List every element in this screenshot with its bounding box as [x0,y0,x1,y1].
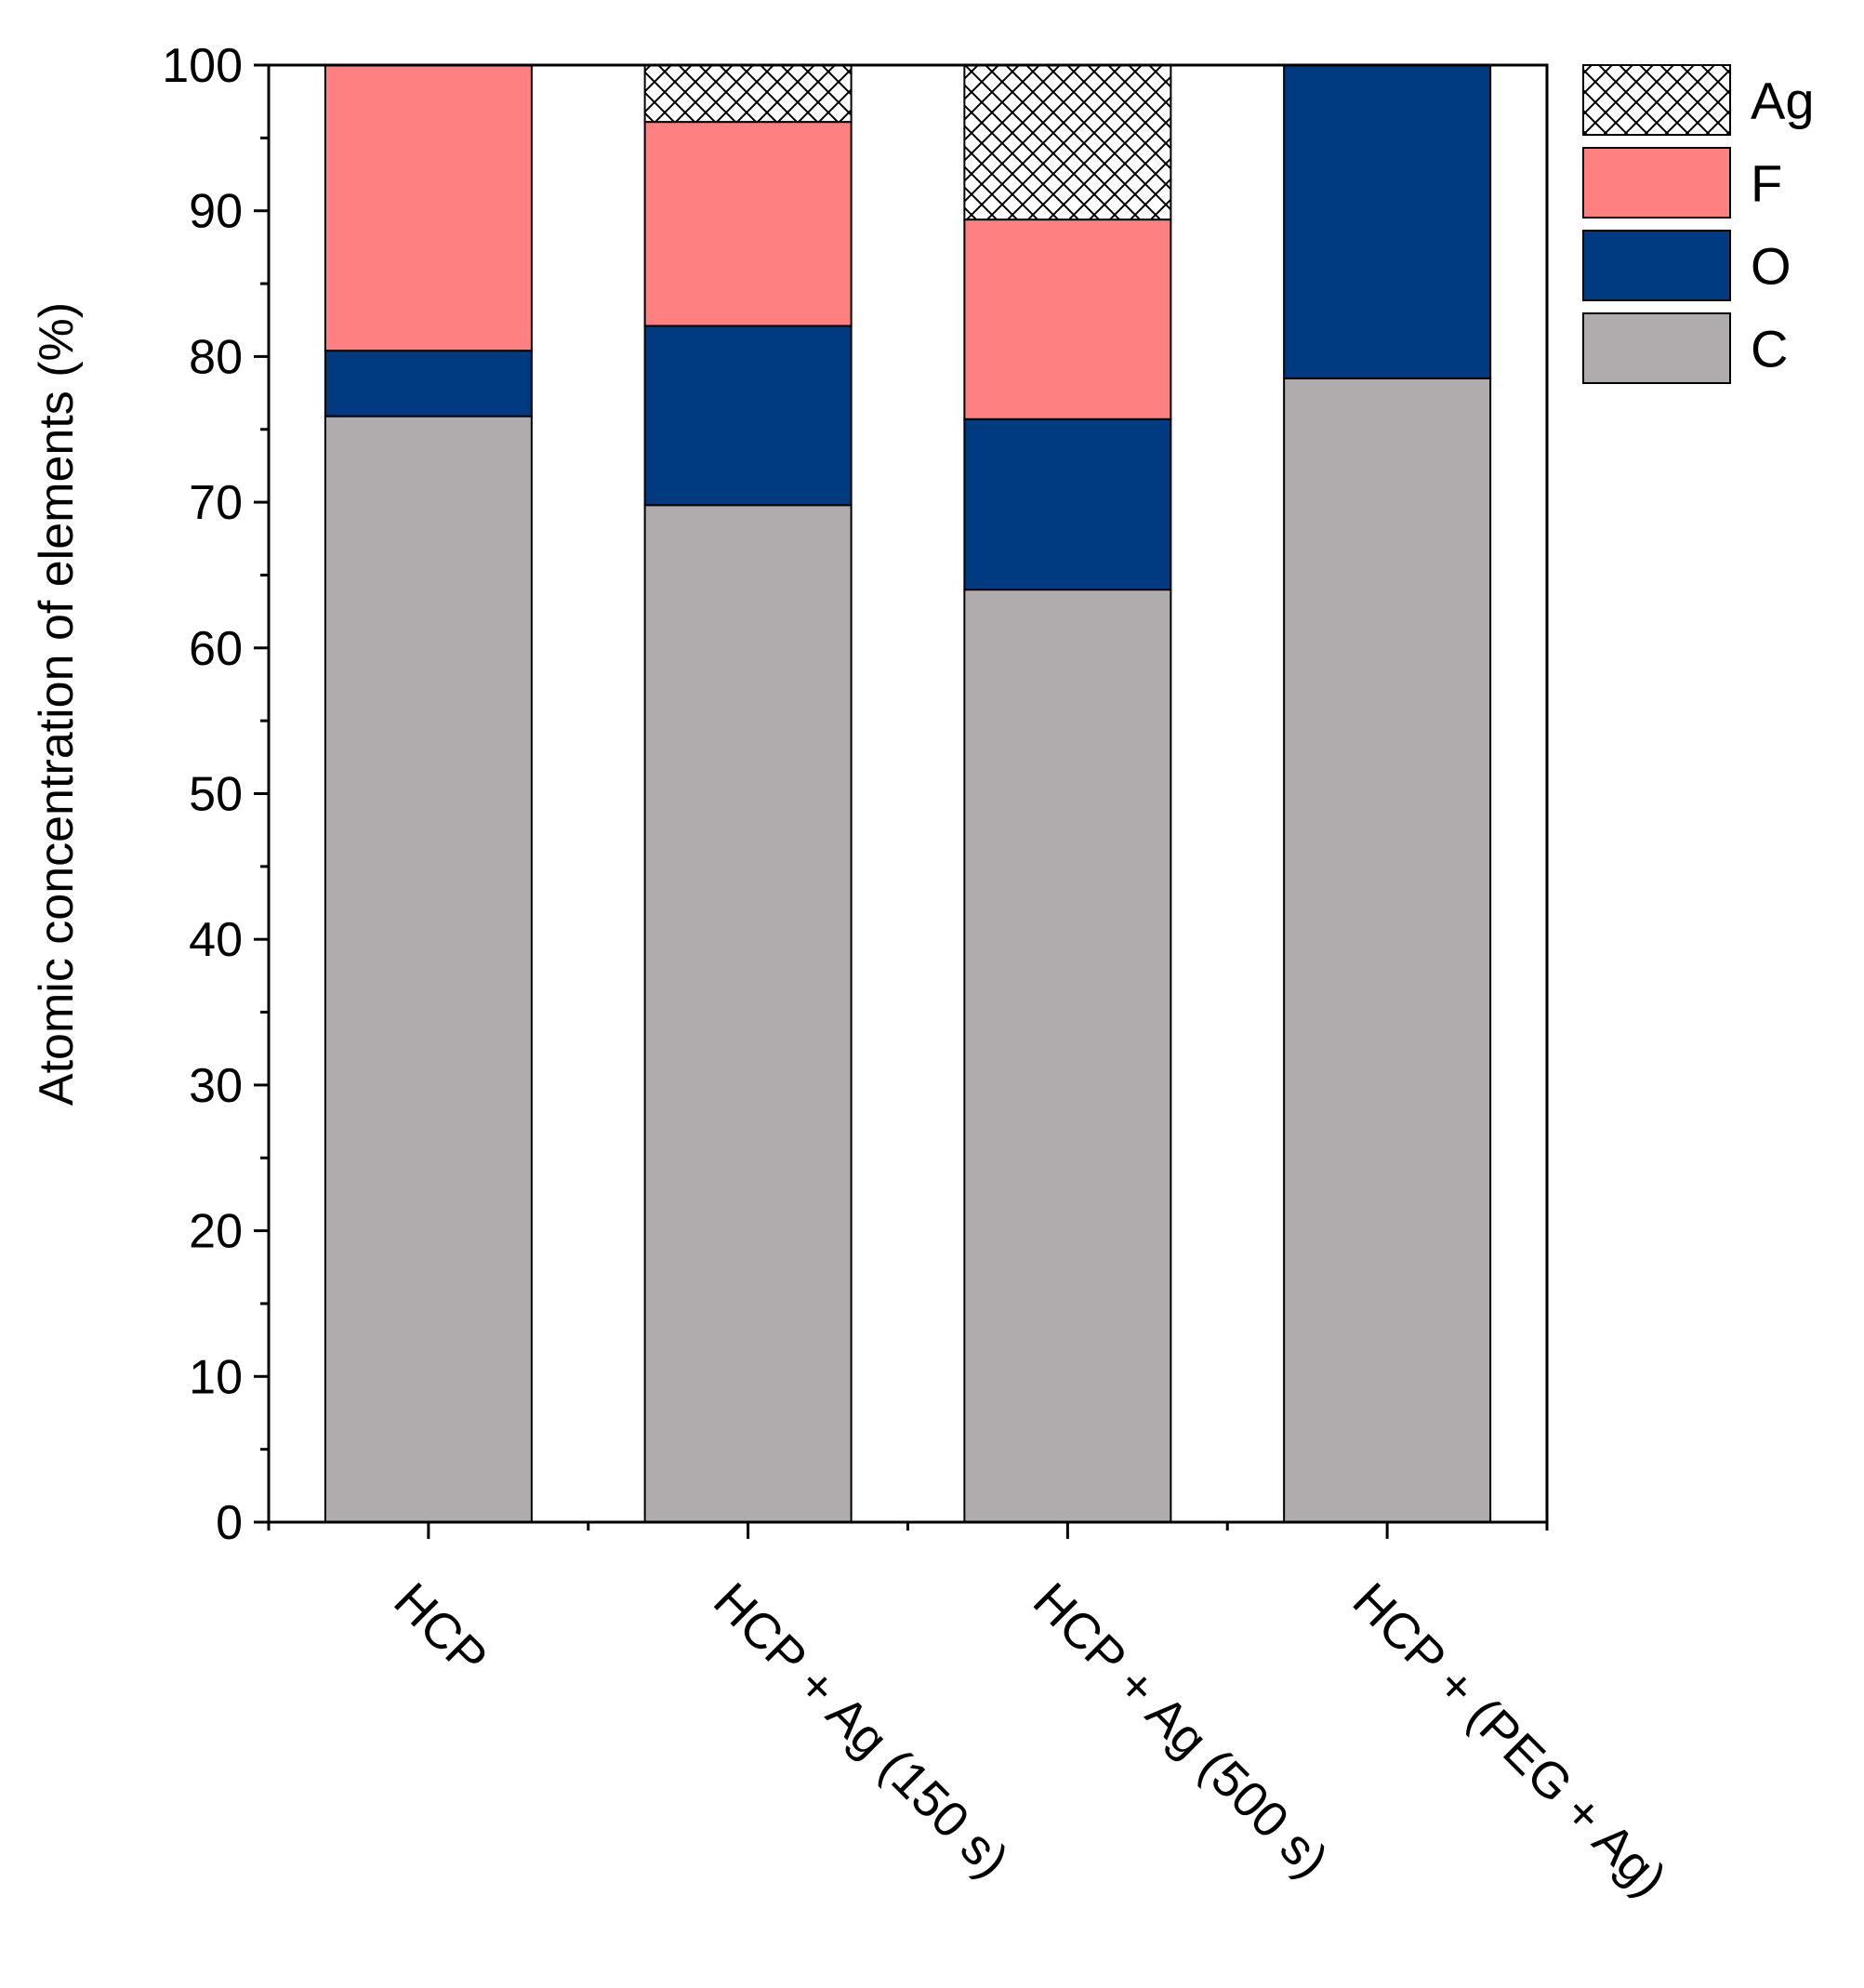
y-tick-label: 20 [189,1205,243,1259]
y-tick-label: 100 [162,39,243,93]
bars-layer [324,64,1492,1524]
bar-segment-o [1283,64,1492,379]
bar-segment-f [963,219,1172,420]
x-category-label: HCP + Ag (500 s) [1023,1572,1339,1889]
bar-segment-f [324,64,533,352]
legend-swatch-o [1582,230,1731,301]
bar-segment-f [643,121,853,327]
bar-segment-o [324,350,533,417]
legend-label-c: C [1751,320,1788,378]
legend-label-f: F [1751,154,1782,213]
bar-segment-ag [643,64,853,124]
y-axis-title: Atomic concentration of elements (%) [30,302,84,1106]
y-tick-label: 50 [189,768,243,822]
legend-swatch-ag [1582,64,1731,136]
legend: Ag FOC [1582,64,1815,384]
bar-segment-o [643,325,853,507]
bar-segment-c [643,504,853,1523]
x-category-label: HCP + (PEG + Ag) [1342,1572,1677,1907]
legend-swatch-f [1582,147,1731,219]
legend-swatch-c [1582,312,1731,384]
y-tick-label: 60 [189,622,243,676]
y-tick-label: 90 [189,185,243,239]
bar-segment-c [324,415,533,1524]
y-tick-label: 10 [189,1350,243,1404]
bar-segment-ag [963,64,1172,221]
y-tick-label: 30 [189,1059,243,1113]
y-tick-label: 40 [189,913,243,967]
y-tick-label: 70 [189,476,243,530]
x-category-label: HCP [383,1572,497,1687]
legend-label-ag: Ag [1751,72,1815,130]
bar-segment-c [1283,377,1492,1523]
y-tick-label: 80 [189,330,243,384]
y-tick-label: 0 [216,1496,243,1550]
legend-label-o: O [1751,237,1791,296]
bar-segment-o [963,417,1172,591]
bar-segment-c [963,589,1172,1523]
x-category-label: HCP + Ag (150 s) [703,1572,1019,1889]
